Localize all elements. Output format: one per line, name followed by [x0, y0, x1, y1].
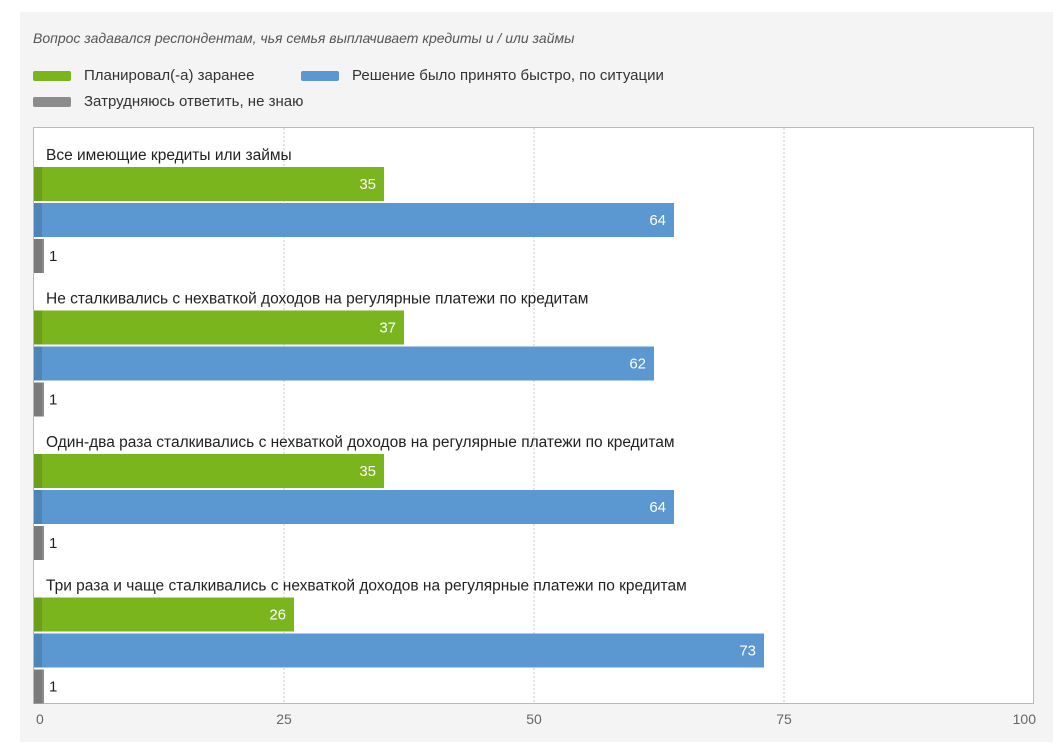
bar-edge-planned-3	[34, 454, 42, 488]
legend-label-unknown: Затрудняюсь ответить, не знаю	[84, 93, 304, 110]
value-label-unknown-3: 1	[49, 535, 57, 552]
bar-planned-1	[34, 167, 384, 201]
bar-unknown-1	[34, 239, 44, 273]
bar-edge-quick-2	[34, 346, 42, 381]
bar-quick-4	[34, 633, 764, 668]
x-tick-label-75: 75	[776, 711, 792, 727]
x-tick-label-25: 25	[276, 711, 292, 727]
value-label-planned-2: 37	[379, 320, 396, 337]
bar-edge-unknown-4	[34, 669, 42, 704]
bar-edge-unknown-2	[34, 382, 42, 417]
legend-swatch-planned	[33, 70, 71, 81]
bar-planned-2	[34, 310, 404, 345]
bar-edge-quick-1	[34, 203, 42, 237]
bar-planned-4	[34, 597, 294, 632]
legend-label-quick: Решение было принято быстро, по ситуации	[352, 67, 664, 84]
bar-edge-quick-4	[34, 633, 42, 668]
value-label-unknown-4: 1	[49, 679, 57, 696]
bar-unknown-2	[34, 382, 44, 417]
bar-edge-quick-3	[34, 490, 42, 524]
bar-unknown-3	[34, 526, 44, 560]
value-label-quick-2: 62	[629, 356, 646, 373]
legend-swatch-unknown	[33, 96, 71, 107]
bar-edge-unknown-3	[34, 526, 42, 560]
bar-quick-3	[34, 490, 674, 524]
value-label-quick-1: 64	[649, 212, 666, 229]
x-tick-label-100: 100	[1013, 711, 1037, 727]
category-label-2: Не сталкивались с нехваткой доходов на р…	[46, 291, 588, 308]
value-label-unknown-1: 1	[49, 248, 57, 265]
legend-item-quick[interactable]: Решение было принято быстро, по ситуации	[301, 67, 664, 84]
value-label-planned-1: 35	[359, 176, 376, 193]
bar-quick-1	[34, 203, 674, 237]
legend-item-planned[interactable]: Планировал(-а) заранее	[33, 67, 255, 84]
bar-edge-unknown-1	[34, 239, 42, 273]
bar-edge-planned-4	[34, 597, 42, 632]
legend-label-planned: Планировал(-а) заранее	[84, 67, 255, 84]
value-label-planned-4: 26	[269, 607, 286, 624]
category-label-4: Три раза и чаще сталкивались с нехваткой…	[46, 578, 687, 595]
bar-edge-planned-2	[34, 310, 42, 345]
value-label-planned-3: 35	[359, 463, 376, 480]
bar-planned-3	[34, 454, 384, 488]
legend-swatch-quick	[301, 70, 339, 81]
value-label-unknown-2: 1	[49, 392, 57, 409]
value-label-quick-3: 64	[649, 499, 666, 516]
bar-edge-planned-1	[34, 167, 42, 201]
category-label-1: Все имеющие кредиты или займы	[46, 147, 292, 164]
chart-subtitle: Вопрос задавался респондентам, чья семья…	[33, 30, 575, 46]
x-tick-label-50: 50	[526, 711, 542, 727]
bar-unknown-4	[34, 669, 44, 704]
bar-quick-2	[34, 346, 654, 381]
value-label-quick-4: 73	[739, 643, 756, 660]
category-label-3: Один-два раза сталкивались с нехваткой д…	[46, 434, 675, 451]
legend-item-unknown[interactable]: Затрудняюсь ответить, не знаю	[33, 93, 303, 110]
x-tick-label-0: 0	[36, 711, 44, 727]
